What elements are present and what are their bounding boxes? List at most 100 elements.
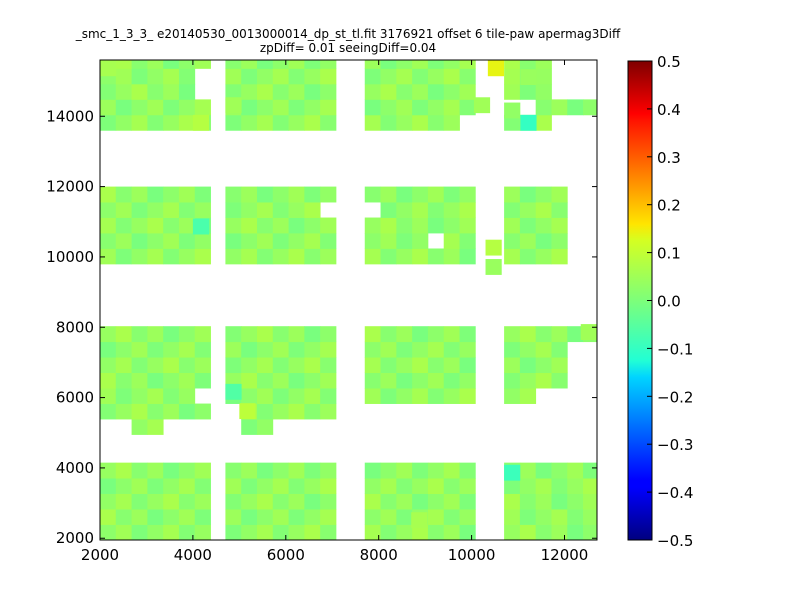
heatmap-cell [519, 83, 537, 100]
y-tick-label: 6000 [56, 389, 94, 407]
heatmap-cell [535, 341, 552, 358]
heatmap-cell [225, 509, 242, 525]
heatmap-cell [225, 83, 242, 100]
heatmap-cell [364, 524, 381, 540]
heatmap-cell [256, 60, 274, 69]
heatmap-cell [147, 99, 164, 116]
heatmap-cell [147, 478, 164, 494]
colorbar-tick-label: 0.0 [657, 293, 681, 311]
colorbar-tick-label: 0.1 [657, 245, 681, 263]
heatmap-cell [443, 326, 460, 343]
heatmap-cell [100, 509, 117, 525]
heatmap-cell [459, 186, 476, 203]
heatmap-cell [396, 217, 413, 234]
heatmap-cell [380, 388, 397, 404]
heatmap-cell [304, 60, 321, 69]
heatmap-cell [412, 202, 429, 218]
heatmap-cell [443, 524, 460, 540]
heatmap-cell [364, 372, 381, 389]
heatmap-cell [535, 248, 552, 265]
heatmap-cell [396, 248, 413, 265]
heatmap-cell [380, 68, 397, 85]
heatmap-cell [504, 493, 521, 510]
heatmap-cell [241, 509, 258, 525]
heatmap-cell [459, 462, 476, 479]
heatmap-cell [519, 493, 537, 510]
heatmap-cell [567, 99, 584, 116]
heatmap-cell [147, 233, 164, 249]
heatmap-cell [396, 202, 413, 218]
heatmap-cell [100, 186, 117, 203]
heatmap-cell [131, 372, 148, 389]
heatmap-cell [100, 233, 117, 249]
heatmap-cell [194, 462, 211, 479]
heatmap-cell [178, 233, 196, 249]
heatmap-cell [427, 60, 445, 69]
heatmap-cell [380, 509, 397, 525]
heatmap-cell [256, 217, 274, 234]
heatmap-cell [256, 419, 274, 435]
heatmap-cell [115, 388, 132, 404]
heatmap-cell [364, 114, 381, 131]
heatmap-cell [256, 326, 274, 343]
heatmap-cell [520, 69, 537, 86]
heatmap-cell [443, 186, 460, 203]
heatmap-cell [225, 341, 242, 358]
heatmap-cell [256, 341, 274, 358]
heatmap-cell [225, 217, 242, 234]
heatmap-cell [147, 248, 164, 265]
heatmap-cell [194, 60, 211, 69]
heatmap-cell [304, 493, 321, 510]
heatmap-cell [412, 248, 429, 265]
heatmap-cell [459, 99, 476, 116]
heatmap-cell [241, 493, 258, 510]
heatmap-cell [241, 419, 258, 435]
heatmap-cell [567, 478, 584, 494]
heatmap-cell [519, 341, 537, 358]
heatmap-cell [320, 462, 337, 479]
heatmap-cell [288, 248, 305, 265]
x-tick-label: 6000 [267, 546, 305, 564]
heatmap-cell [194, 357, 211, 374]
heatmap-cell [131, 357, 148, 374]
y-tick-label: 14000 [46, 107, 94, 125]
heatmap-cell [364, 186, 381, 203]
heatmap-cell [535, 83, 552, 100]
heatmap-cell [304, 388, 321, 404]
heatmap-cell [551, 233, 568, 249]
heatmap-cell [194, 524, 211, 540]
heatmap-cell [272, 60, 289, 69]
heatmap-cell [100, 493, 117, 510]
y-axis: 2000 4000 6000 8000 10000 12000 14000 [46, 107, 597, 547]
heatmap-cell [131, 326, 148, 343]
heatmap-cell [194, 186, 211, 203]
heatmap-cell [411, 512, 428, 529]
heatmap-cell [192, 114, 210, 131]
heatmap-cell [304, 202, 321, 218]
heatmap-cell [272, 341, 289, 358]
heatmap-cell [443, 372, 460, 389]
heatmap-cell [320, 341, 337, 358]
heatmap-cell [380, 60, 397, 69]
heatmap-cell [304, 217, 321, 234]
heatmap-cell [288, 357, 305, 374]
heatmap-cell [163, 493, 180, 510]
heatmap-cell [225, 68, 242, 85]
heatmap-cell [459, 478, 476, 494]
heatmap-cell [551, 478, 568, 494]
heatmap-cell [459, 341, 476, 358]
heatmap-cell [225, 326, 242, 343]
heatmap-cell [443, 99, 460, 116]
heatmap-cell [272, 68, 289, 85]
heatmap-cell [427, 217, 445, 234]
heatmap-cell [427, 341, 445, 358]
heatmap-cell [396, 341, 413, 358]
heatmap-cell [100, 114, 117, 131]
heatmap-cell [412, 493, 429, 510]
heatmap-cell [147, 60, 164, 69]
heatmap-cell [100, 60, 117, 77]
heatmap-cell [147, 217, 164, 234]
heatmap-cell [320, 388, 337, 404]
heatmap-cell [288, 233, 305, 249]
heatmap-cell [241, 388, 258, 404]
